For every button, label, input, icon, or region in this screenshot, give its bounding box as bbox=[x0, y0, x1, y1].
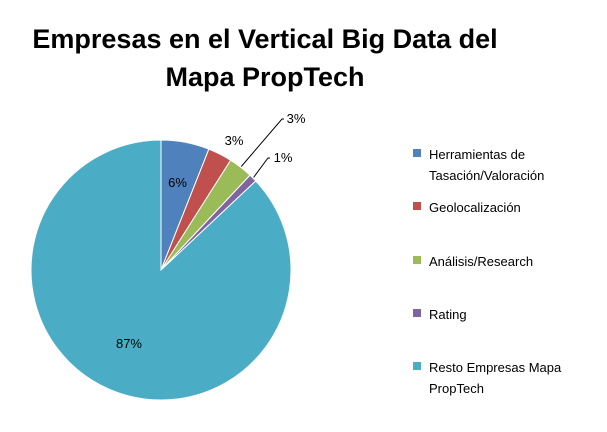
legend-swatch bbox=[413, 149, 421, 157]
legend-swatch bbox=[413, 362, 421, 370]
legend-label: Resto Empresas Mapa PropTech bbox=[429, 360, 562, 396]
leader-line-analisis bbox=[240, 118, 284, 167]
legend-swatch bbox=[413, 202, 421, 210]
legend-label: Rating bbox=[429, 307, 467, 322]
legend-swatch bbox=[413, 256, 421, 264]
legend-label: Geolocalización bbox=[429, 200, 521, 215]
legend-label: Herramientas de Tasación/Valoración bbox=[429, 147, 545, 183]
data-label-herramientas: 6% bbox=[168, 175, 187, 190]
leader-line-rating bbox=[253, 157, 270, 178]
legend-swatch bbox=[413, 309, 421, 317]
pie-slice-resto bbox=[30, 139, 292, 401]
legend-label: Análisis/Research bbox=[429, 254, 534, 269]
data-label-rating: 1% bbox=[274, 150, 293, 165]
data-label-geolocalizacion: 3% bbox=[225, 133, 244, 148]
chart-title: Empresas en el Vertical Big Data del Map… bbox=[32, 24, 498, 92]
data-label-resto: 87% bbox=[116, 336, 142, 351]
data-label-analisis: 3% bbox=[287, 111, 306, 126]
